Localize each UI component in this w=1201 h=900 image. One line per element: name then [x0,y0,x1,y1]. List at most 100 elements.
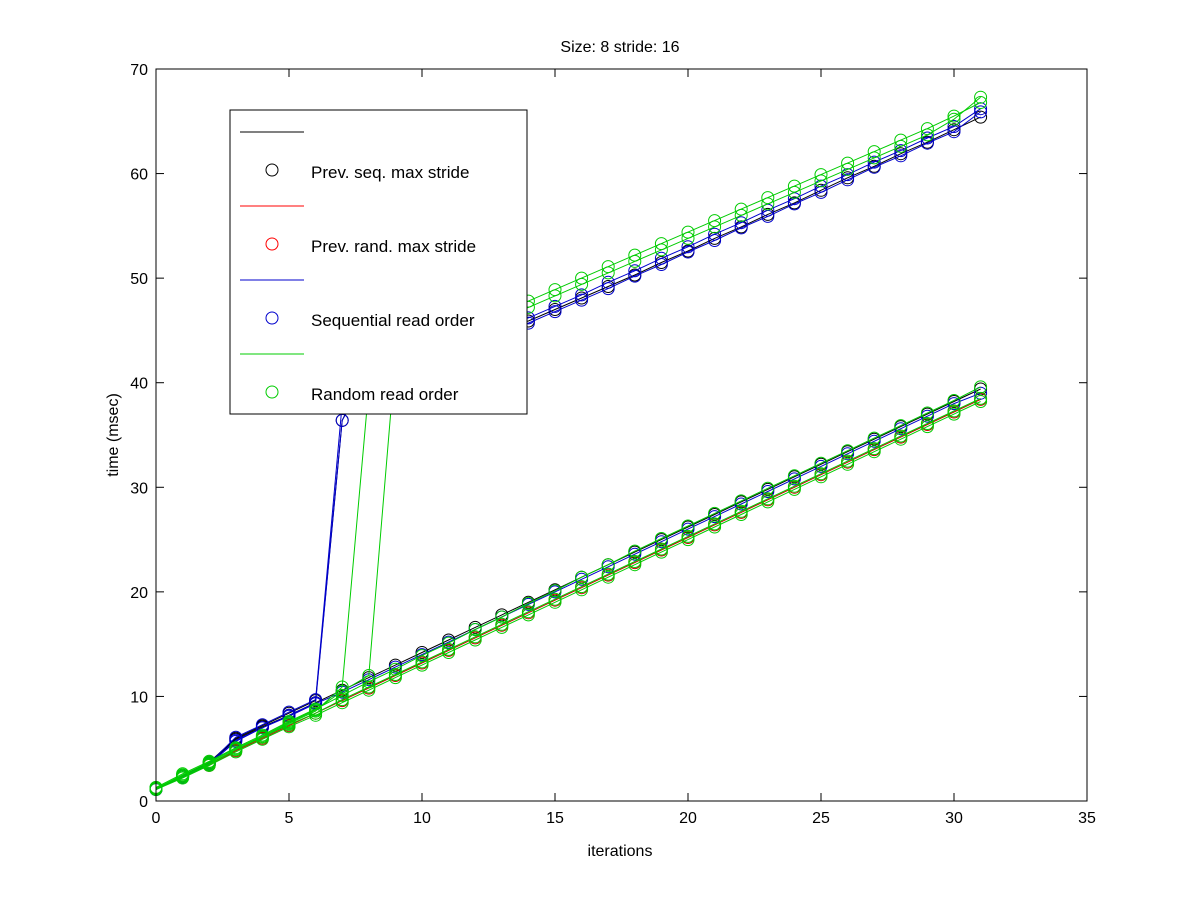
series-line-5 [155,108,981,789]
series-point-4-27 [867,160,881,174]
series-point-9-7 [335,693,349,707]
series-point-9-28 [894,429,908,443]
x-tick-label-2: 10 [413,810,431,827]
x-axis: 0 5 10 15 20 25 30 35 [152,69,1096,827]
series-point-10-15 [548,283,562,297]
y-tick-label-7: 70 [130,62,148,79]
legend-box [229,109,528,415]
series-point-4-28 [894,149,908,163]
y-tick-label-2: 20 [130,585,148,602]
series-point-7-14 [521,596,535,610]
series-point-10-22 [734,202,748,216]
series-point-5-27 [867,155,881,169]
series-point-10-26 [841,156,855,170]
series-point-9-24 [787,479,801,493]
series-point-9-12 [468,630,482,644]
series-point-9-9 [388,668,402,681]
legend-marker-swatch-7 [265,385,279,399]
x-tick-label-4: 20 [679,810,697,827]
series-line-9 [155,397,981,789]
y-tick-label-6: 60 [130,167,148,184]
series-point-7-13 [495,610,509,624]
series-point-7-22 [734,494,748,508]
y-tick-label-1: 10 [130,689,148,706]
y-axis-label: time (msec) [105,393,122,477]
series-point-4-20 [681,245,695,259]
y-tick-label-4: 40 [130,376,148,393]
series-line-3 [155,392,981,790]
series-point-7-24 [787,469,801,483]
series-point-1-31 [974,110,988,124]
plot-area-frame [155,68,1088,802]
series-point-9-31 [974,391,988,405]
series-point-5-28 [894,144,908,158]
series-point-5-22 [734,216,748,230]
series-point-9-26 [841,454,855,468]
series-point-9-15 [548,592,562,606]
series-point-9-21 [708,517,722,531]
series-point-7-12 [468,623,482,636]
series-point-4-15 [548,305,562,319]
series-point-10-3 [229,742,243,756]
series-point-9-16 [575,580,589,594]
series-point-4-26 [841,173,855,187]
series-point-7-23 [761,481,775,495]
series-point-5-30 [947,120,961,133]
series-point-5-15 [548,299,562,313]
series-point-10-1 [176,768,190,782]
series-point-5-20 [681,240,695,254]
series-point-10-2 [202,755,216,769]
series-point-9-25 [814,467,828,481]
legend-marker-swatch-3 [265,237,279,251]
legend-label-5: Sequential read order [311,311,475,330]
series-point-10-23 [761,191,775,205]
series-point-10-31 [974,96,988,109]
series-point-7-26 [841,444,855,458]
series-point-4-16 [575,293,589,307]
series-point-10-17 [601,260,615,274]
series-point-7-30 [947,394,961,407]
series-point-7-15 [548,584,562,598]
series-point-9-18 [628,555,642,568]
series-point-10-7 [335,684,349,698]
x-tick-label-6: 30 [945,810,963,827]
series-point-7-25 [814,456,828,470]
series-point-10-5 [282,716,296,730]
x-tick-label-1: 5 [285,810,294,827]
series-point-9-30 [947,404,961,418]
series-point-7-28 [894,419,908,433]
series-point-7-9 [388,662,402,676]
series-point-9-22 [734,504,748,518]
x-axis-label: iterations [588,843,653,860]
series-point-9-20 [681,529,695,543]
series-point-10-25 [814,168,828,182]
series-point-5-18 [628,264,642,278]
series-point-10-6 [309,703,323,717]
series-point-9-14 [521,605,535,619]
x-tick-label-3: 15 [546,810,564,827]
series-point-10-21 [708,214,722,228]
series-point-9-10 [415,655,429,669]
series-point-8-7 [335,680,349,694]
x-tick-label-0: 0 [152,810,161,827]
series-point-9-27 [867,442,881,456]
y-tick-label-5: 50 [130,271,148,288]
series-point-10-8 [362,669,376,682]
series-point-9-19 [654,542,668,556]
series-point-10-27 [867,145,881,159]
legend-label-3: Prev. rand. max stride [311,237,476,256]
series-point-9-11 [442,642,456,656]
series-point-9-29 [920,417,934,430]
legend-marker-swatch-5 [265,311,279,325]
y-tick-label-3: 30 [130,480,148,497]
legend-label-1: Prev. seq. max stride [311,163,469,182]
x-tick-label-5: 25 [812,810,830,827]
series-point-7-21 [708,506,722,520]
series-point-9-23 [761,492,775,506]
series-point-10-20 [681,225,695,239]
y-axis: 0 10 20 30 40 50 60 70 [130,62,1087,811]
series-point-7-16 [575,570,589,584]
series-point-7-29 [920,406,934,420]
series-point-7-19 [654,532,668,545]
series-point-4-31 [974,105,988,119]
